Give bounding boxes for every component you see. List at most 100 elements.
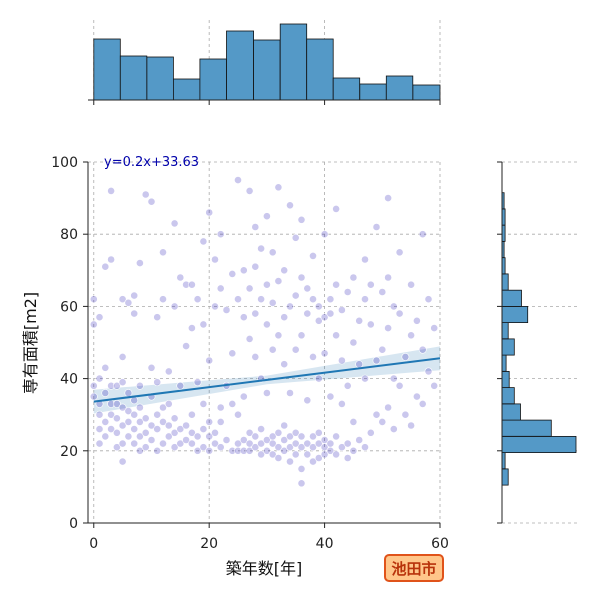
scatter-point	[297, 331, 306, 340]
scatter-point	[309, 457, 317, 466]
scatter-point	[216, 284, 225, 293]
scatter-point	[118, 295, 127, 304]
scatter-point	[337, 399, 346, 408]
scatter-point	[159, 248, 167, 257]
scatter-point	[418, 230, 427, 239]
scatter-point	[314, 454, 323, 462]
scatter-point	[164, 367, 173, 376]
scatter-point	[89, 392, 98, 401]
scatter-point	[182, 436, 190, 444]
scatter-point	[320, 313, 329, 322]
marginal-y-bar	[501, 370, 510, 388]
scatter-point	[326, 309, 335, 318]
scatter-point	[343, 288, 352, 296]
marginal-y-bar	[501, 403, 521, 421]
scatter-point	[113, 399, 121, 408]
marginal-x-bar	[146, 56, 174, 101]
scatter-point	[401, 410, 410, 419]
scatter-point	[211, 255, 219, 264]
scatter-point	[297, 464, 306, 473]
scatter-point	[320, 349, 329, 358]
scatter-point	[164, 399, 173, 408]
scatter-point	[303, 439, 312, 448]
scatter-point	[257, 244, 265, 253]
scatter-point	[257, 450, 265, 459]
scatter-point	[234, 439, 242, 448]
y-tick-label: 60	[60, 299, 78, 315]
scatter-point	[337, 356, 346, 365]
scatter-point	[320, 230, 329, 239]
scatter-point	[187, 439, 196, 448]
scatter-point	[372, 223, 381, 231]
scatter-point	[291, 439, 300, 448]
scatter-point	[239, 436, 248, 444]
scatter-point	[395, 309, 404, 318]
scatter-point	[135, 432, 144, 441]
scatter-point	[407, 421, 415, 430]
scatter-point	[309, 295, 317, 304]
scatter-point	[113, 443, 121, 452]
scatter-point	[274, 331, 283, 340]
scatter-point	[135, 381, 144, 390]
scatter-point	[355, 316, 364, 325]
scatter-point	[361, 295, 369, 304]
scatter-point	[424, 295, 433, 304]
scatter-point	[280, 266, 289, 275]
scatter-point	[107, 410, 115, 419]
scatter-point	[372, 356, 381, 365]
scatter-point	[378, 417, 387, 426]
scatter-point	[170, 414, 179, 423]
scatter-point	[314, 374, 323, 383]
scatter-point	[378, 345, 387, 354]
scatter-point	[216, 417, 225, 426]
scatter-point	[314, 439, 323, 448]
x-tick-label: 20	[200, 536, 218, 552]
scatter-point	[130, 410, 139, 419]
scatter-point	[245, 186, 254, 195]
scatter-point	[211, 302, 219, 311]
scatter-point	[280, 436, 289, 444]
scatter-point	[234, 410, 242, 419]
scatter-point	[291, 291, 300, 300]
scatter-point	[239, 392, 248, 401]
scatter-point	[309, 251, 317, 260]
marginal-y-bar	[501, 354, 507, 372]
marginal-x-histogram	[88, 20, 441, 105]
marginal-x-bar	[332, 77, 361, 101]
scatter-point	[164, 432, 173, 441]
scatter-point	[147, 363, 156, 372]
scatter-point	[274, 183, 283, 192]
scatter-point	[228, 446, 237, 455]
marginal-y-bar	[501, 387, 515, 405]
scatter-point	[124, 298, 133, 307]
scatter-point	[141, 414, 150, 423]
scatter-point	[418, 399, 427, 408]
scatter-point	[251, 432, 260, 441]
marginal-y-histogram	[497, 161, 578, 524]
scatter-point	[407, 331, 415, 340]
scatter-point	[124, 407, 133, 415]
scatter-point	[95, 410, 104, 419]
scatter-point	[205, 208, 214, 217]
scatter-point	[326, 295, 335, 304]
marginal-x-bar	[253, 39, 281, 101]
scatter-point	[349, 273, 358, 282]
scatter-point	[361, 443, 369, 452]
scatter-point	[135, 403, 144, 412]
marginal-x-bar	[119, 55, 148, 101]
scatter-point	[130, 439, 139, 448]
scatter-point	[274, 454, 283, 462]
scatter-point	[159, 403, 167, 412]
scatter-point	[401, 352, 410, 361]
scatter-point	[372, 410, 381, 419]
scatter-point	[349, 417, 358, 426]
scatter-point	[107, 425, 115, 433]
scatter-point	[418, 345, 427, 354]
scatter-point	[274, 443, 283, 452]
scatter-point	[95, 313, 104, 322]
scatter-point	[332, 204, 340, 213]
scatter-point	[245, 428, 254, 437]
marginal-y-bar	[501, 305, 529, 323]
scatter-point	[205, 446, 214, 455]
marginal-x-bar	[279, 23, 308, 101]
